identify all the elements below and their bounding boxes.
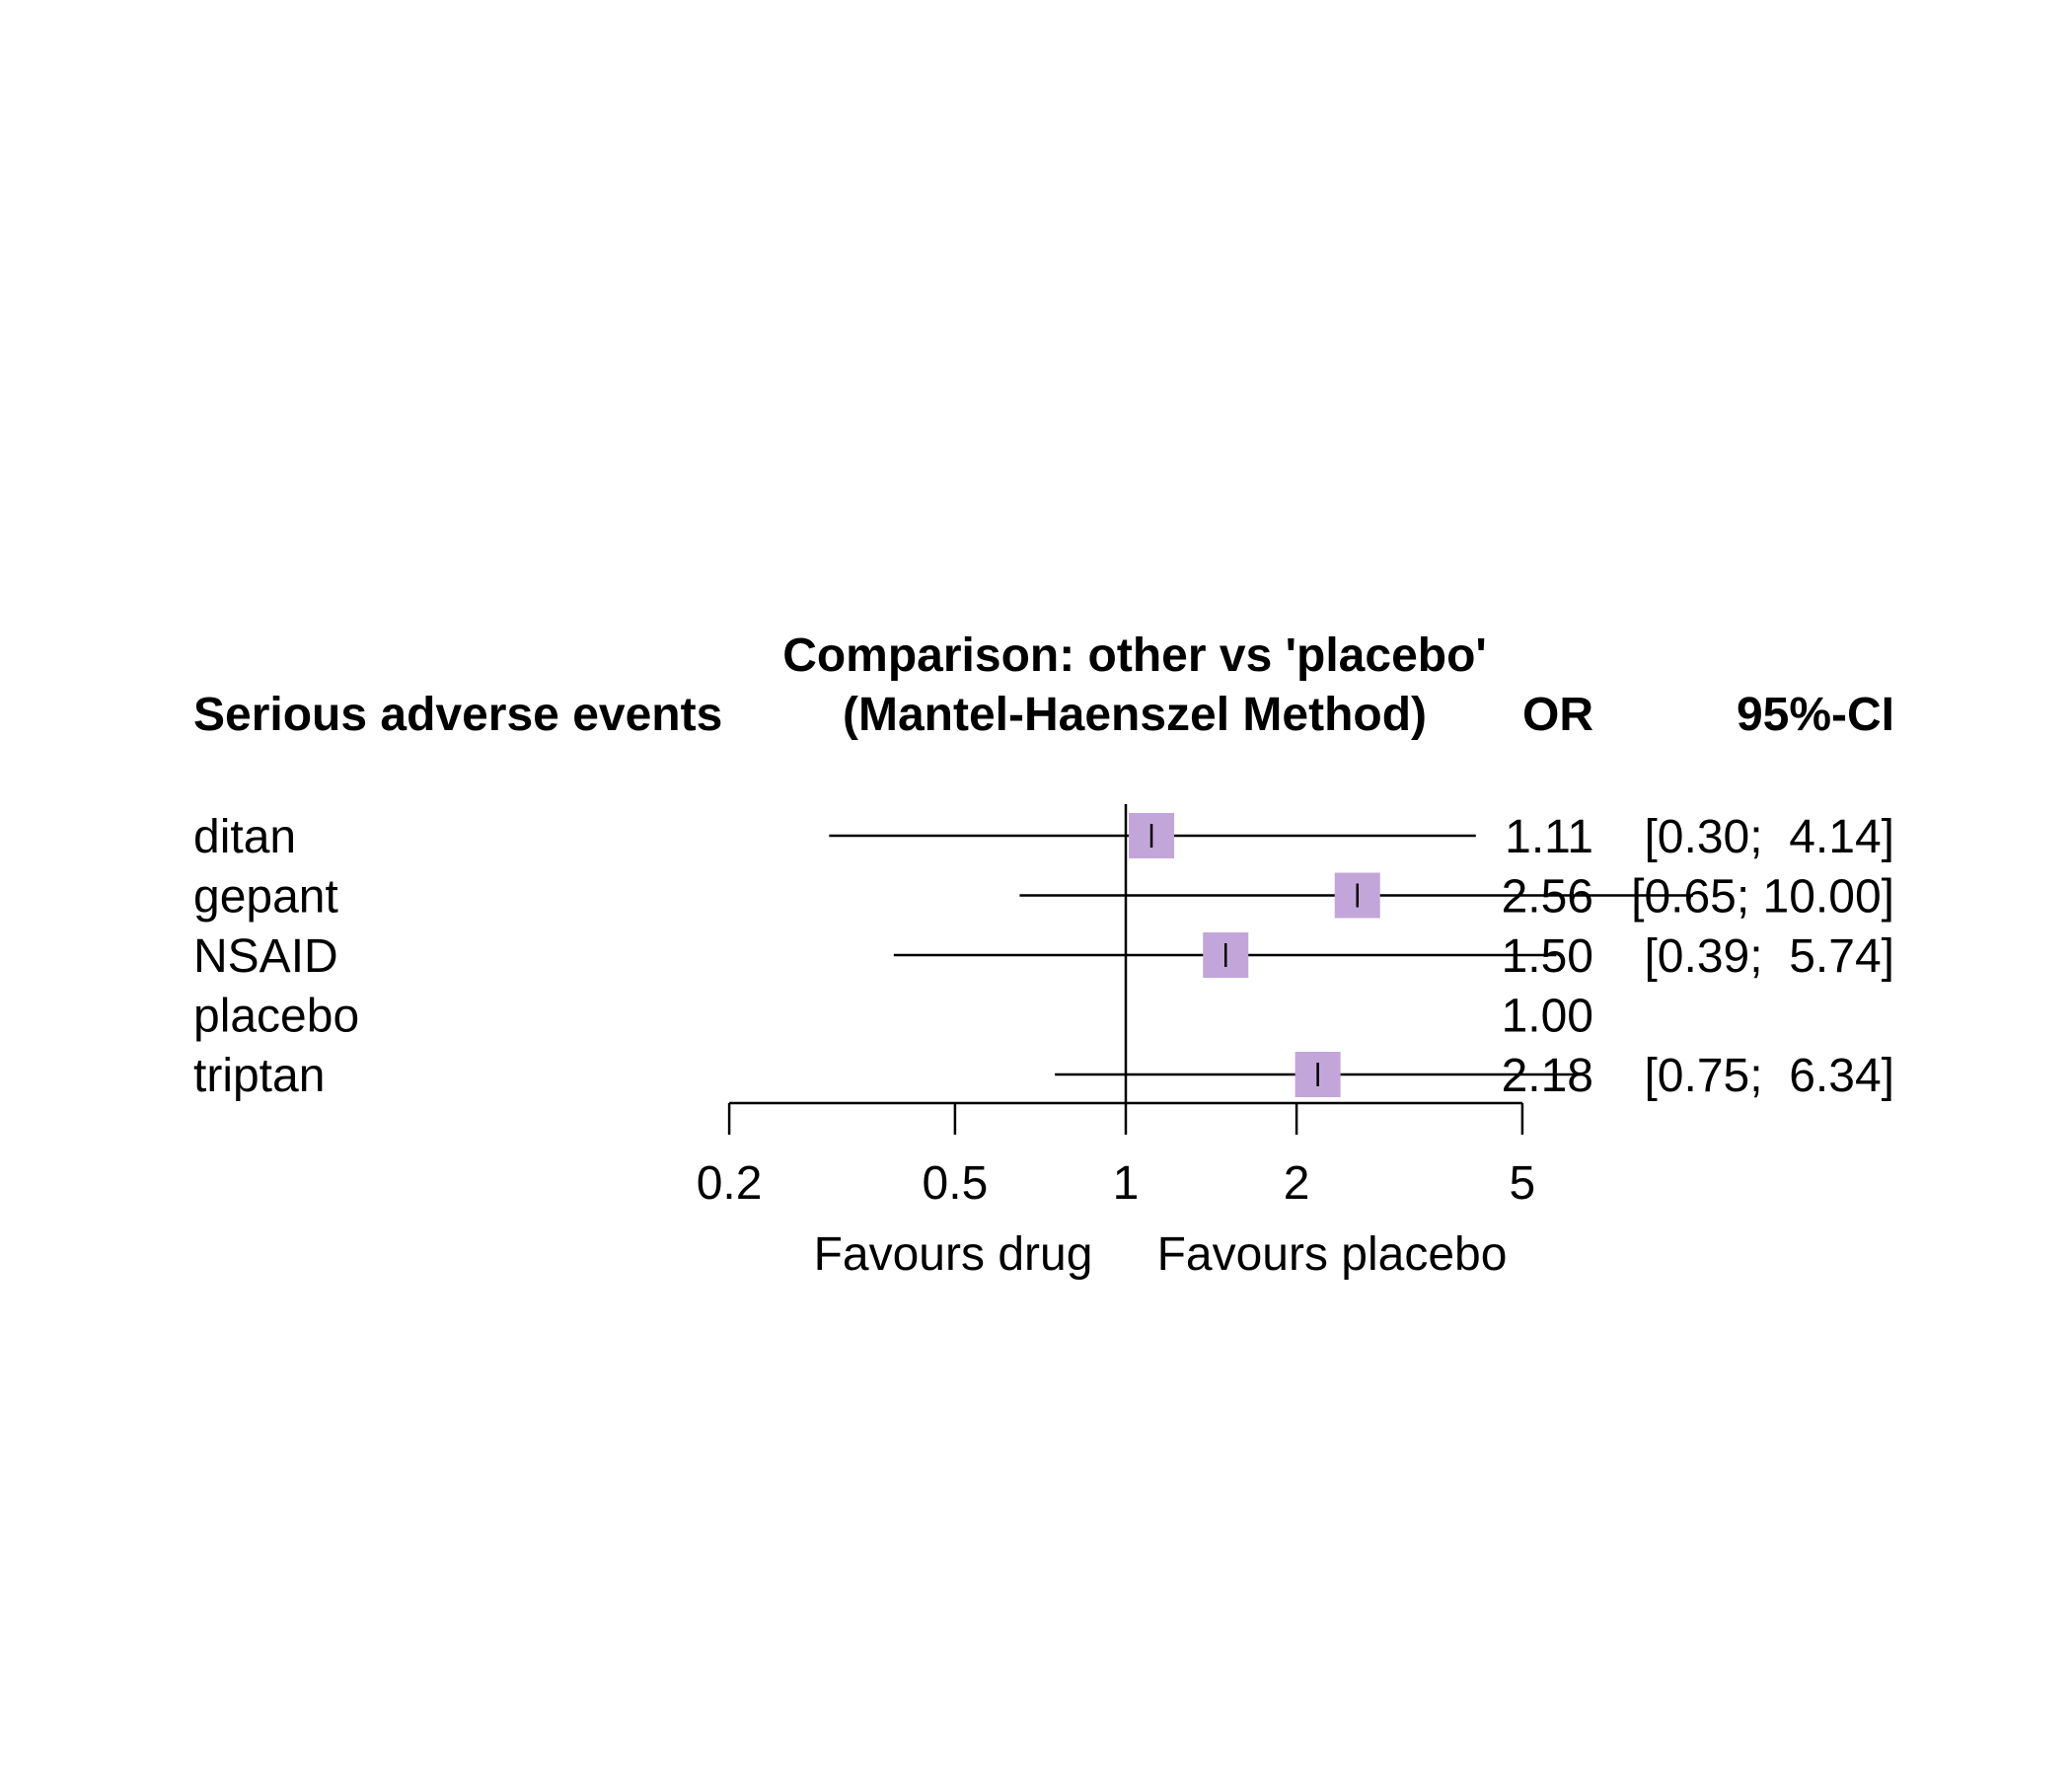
favours-placebo-label: Favours placebo <box>1157 1228 1508 1281</box>
row-label: triptan <box>193 1050 325 1102</box>
ci-value: [0.39; 5.74] <box>1644 930 1894 983</box>
ci-value: [0.30; 4.14] <box>1644 811 1894 863</box>
x-tick-label: 5 <box>1510 1157 1536 1210</box>
ci-value: [0.75; 6.34] <box>1644 1050 1894 1102</box>
or-value: 1.11 <box>1505 811 1593 863</box>
ci-value: [0.65; 10.00] <box>1631 871 1894 924</box>
comparison-title: Comparison: other vs 'placebo' <box>782 629 1487 682</box>
x-tick-label: 1 <box>1113 1157 1140 1210</box>
or-value: 1.00 <box>1502 991 1593 1043</box>
column-header-label: Serious adverse events <box>193 689 722 741</box>
rows-layer: ditan 1.11 [0.30; 4.14] gepant 2.56 [0.65; 10… <box>193 804 1894 1103</box>
or-value: 1.50 <box>1502 930 1593 983</box>
row-label: ditan <box>193 811 296 863</box>
or-value: 2.56 <box>1502 871 1593 924</box>
x-tick-label: 2 <box>1284 1157 1310 1210</box>
x-axis: 0.2 0.5 1 2 5 <box>697 1103 1536 1210</box>
x-tick-label: 0.5 <box>923 1157 989 1210</box>
favours-drug-label: Favours drug <box>814 1228 1093 1281</box>
row-label: placebo <box>193 991 359 1043</box>
row-label: gepant <box>193 871 338 924</box>
row-label: NSAID <box>193 930 338 983</box>
x-tick-label: 0.2 <box>697 1157 763 1210</box>
method-subtitle: (Mantel-Haenszel Method) <box>843 689 1427 741</box>
or-header: OR <box>1522 689 1593 741</box>
ci-header: 95%-CI <box>1737 689 1894 741</box>
or-value: 2.18 <box>1502 1050 1593 1102</box>
